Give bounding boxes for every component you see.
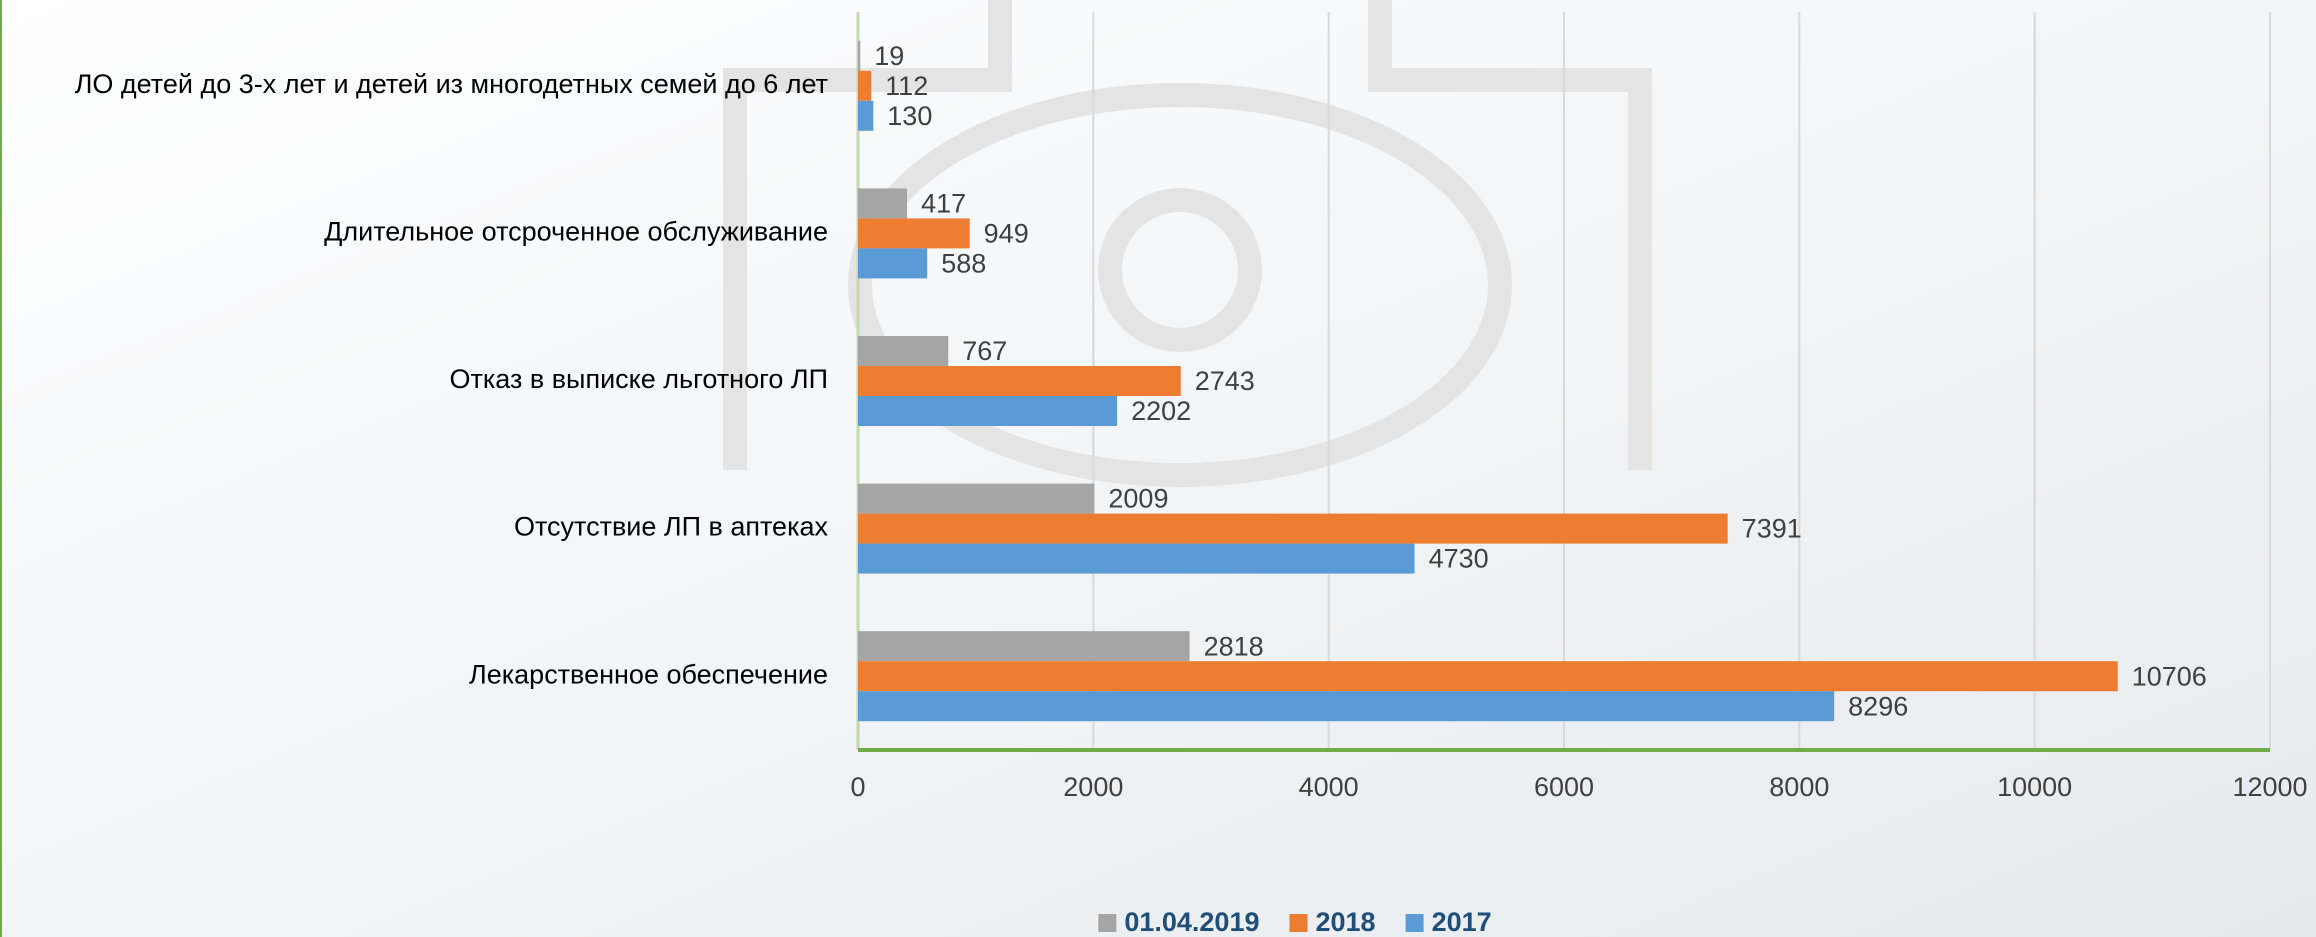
value-label: 2009: [1108, 484, 1168, 514]
value-label: 2818: [1204, 631, 1264, 661]
y-tick-label: ЛО детей до 3-х лет и детей из многодетн…: [75, 69, 828, 99]
value-label: 2743: [1195, 366, 1255, 396]
x-tick-label: 8000: [1769, 772, 1829, 802]
value-label: 10706: [2132, 661, 2207, 691]
bar: [858, 691, 1834, 721]
legend-swatch: [1098, 914, 1116, 932]
y-tick-label: Отсутствие ЛП в аптеках: [514, 512, 829, 542]
value-label: 8296: [1848, 691, 1908, 721]
bar: [858, 101, 873, 131]
bar: [858, 484, 1094, 514]
value-label: 2202: [1131, 396, 1191, 426]
legend-label: 2017: [1432, 907, 1492, 937]
x-tick-label: 10000: [1997, 772, 2072, 802]
x-tick-label: 12000: [2232, 772, 2307, 802]
legend-label: 2018: [1315, 907, 1375, 937]
x-tick-label: 0: [850, 772, 865, 802]
bar: [858, 188, 907, 218]
value-label: 112: [885, 71, 928, 101]
bar: [858, 514, 1728, 544]
legend-swatch: [1289, 914, 1307, 932]
x-tick-label: 6000: [1534, 772, 1594, 802]
bar: [858, 661, 2118, 691]
y-tick-label: Длительное отсроченное обслуживание: [324, 217, 828, 247]
value-label: 949: [984, 219, 1029, 249]
value-label: 417: [921, 189, 966, 219]
bar: [858, 366, 1181, 396]
y-tick-label: Лекарственное обеспечение: [469, 659, 828, 689]
legend-label: 01.04.2019: [1124, 907, 1259, 937]
bar: [858, 336, 948, 366]
bar: [858, 396, 1117, 426]
value-label: 130: [887, 101, 932, 131]
bar: [858, 218, 970, 248]
value-label: 19: [874, 41, 904, 71]
bar: [858, 544, 1415, 574]
legend-swatch: [1406, 914, 1424, 932]
bar: [858, 71, 871, 101]
bar: [858, 41, 860, 71]
value-label: 7391: [1742, 514, 1802, 544]
x-tick-label: 2000: [1063, 772, 1123, 802]
bar: [858, 248, 927, 278]
value-label: 4730: [1429, 544, 1489, 574]
chart: 0 2000 4000 6000 8000 10000 12000 ЛО детей до 3…: [0, 0, 2316, 937]
x-tick-label: 4000: [1299, 772, 1359, 802]
value-label: 588: [941, 249, 986, 279]
y-tick-label: Отказ в выписке льготного ЛП: [450, 364, 829, 394]
value-label: 767: [962, 336, 1007, 366]
bar: [858, 631, 1190, 661]
